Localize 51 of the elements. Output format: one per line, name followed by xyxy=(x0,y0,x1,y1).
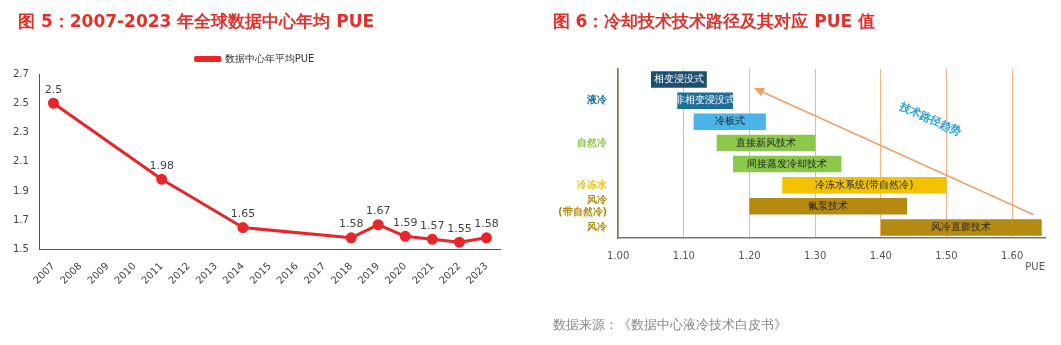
y-tick-label: 液冷 xyxy=(585,94,608,106)
point xyxy=(47,97,59,109)
x-tick-label: 1.10 xyxy=(672,249,695,261)
data-label: 间接蒸发冷却技术 xyxy=(746,157,827,169)
y-tick-label: 1.5 xyxy=(13,243,29,255)
data-label: 2.5 xyxy=(44,82,63,96)
x-tick-label: 1.00 xyxy=(606,249,629,261)
point xyxy=(399,230,411,242)
data-label: 1.65 xyxy=(230,206,256,220)
chart-title: 图 5：2007-2023 年全球数据中心年均 PUE xyxy=(18,10,376,33)
annotation: 技术路径趋势 xyxy=(895,99,963,139)
point xyxy=(453,236,465,248)
x-tick-label: 1.60 xyxy=(1000,249,1023,261)
data-label: 冷冻水系统(带自然冷) xyxy=(815,178,913,190)
point xyxy=(345,232,357,244)
y-tick-label: 2.1 xyxy=(13,155,29,167)
point xyxy=(372,219,384,231)
x-tick-label: 1.50 xyxy=(934,249,958,261)
data-label: 1.67 xyxy=(365,204,391,218)
y-tick-label: 2.5 xyxy=(13,96,29,108)
data-label: 1.58 xyxy=(474,217,499,231)
y-tick-label: 2.3 xyxy=(13,126,29,138)
data-label: 冷板式 xyxy=(714,115,745,127)
point xyxy=(426,233,438,245)
x-tick-label: 1.30 xyxy=(803,249,826,261)
bar xyxy=(748,198,907,215)
x-tick-label: 1.20 xyxy=(737,249,761,261)
x-axis-title: PUE xyxy=(1024,260,1045,272)
y-tick-label: 1.7 xyxy=(13,213,29,225)
legend-label: 数据中心年平均PUE xyxy=(224,52,315,64)
data-label: 风冷直膨技术 xyxy=(930,221,991,233)
data-label: 1.98 xyxy=(149,158,174,172)
data-label: 氟泵技术 xyxy=(807,199,848,211)
data-label: 1.57 xyxy=(420,218,445,232)
point xyxy=(156,173,168,185)
data-label: 直接新风技术 xyxy=(735,136,796,148)
data-label: 1.55 xyxy=(447,221,472,235)
source-note: 数据来源：《数据中心液冷技术白皮书》 xyxy=(552,316,787,334)
x-tick-label: 1.40 xyxy=(869,249,892,261)
y-tick-label: 风冷 (带自然冷) xyxy=(557,193,608,217)
y-tick-label: 风冷 xyxy=(585,221,608,233)
y-tick-label: 2.7 xyxy=(13,67,29,79)
data-label: 1.58 xyxy=(338,217,364,231)
y-tick-label: 自然冷 xyxy=(576,136,608,148)
point xyxy=(480,232,492,244)
data-label: 相变浸没式 xyxy=(653,73,704,85)
y-tick-label: 1.9 xyxy=(13,184,29,196)
data-label: 1.59 xyxy=(393,215,418,229)
point xyxy=(237,222,249,234)
y-tick-label: 冷冻水 xyxy=(576,178,608,190)
chart-title: 图 6：冷却技术技术路径及其对应 PUE 值 xyxy=(552,10,876,33)
